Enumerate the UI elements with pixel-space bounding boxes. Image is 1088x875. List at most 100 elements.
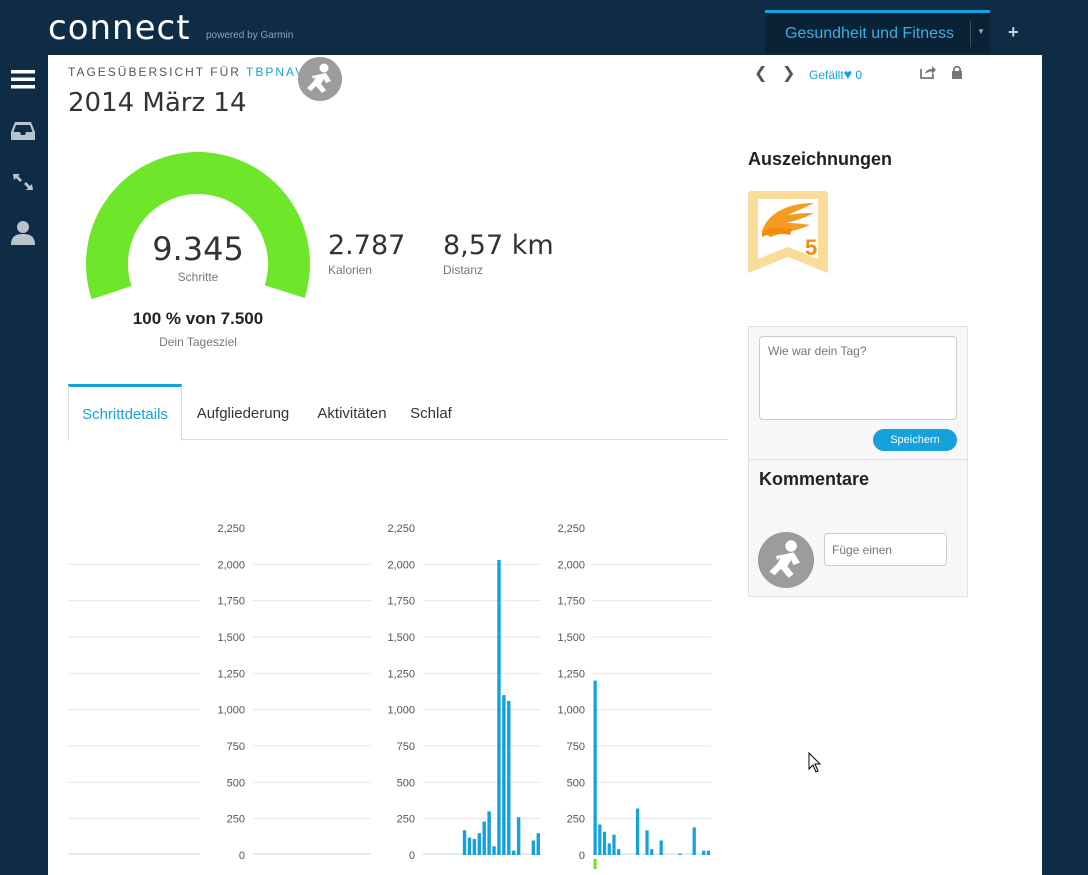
bar: [650, 849, 654, 855]
main-panel: TAGESÜBERSICHT FÜR TBPNAV 2014 März 14 ❮…: [48, 55, 1042, 875]
day-note-input[interactable]: [759, 336, 957, 420]
steps-gauge-arc: [86, 152, 310, 300]
bar: [612, 834, 616, 855]
y-tick-label: 2,250: [557, 523, 585, 535]
menu-icon[interactable]: [11, 67, 37, 93]
bar: [531, 840, 536, 855]
day-summary-label: TAGESÜBERSICHT FÜR TBPNAV: [68, 65, 305, 79]
expand-icon[interactable]: [11, 171, 37, 197]
bar: [497, 559, 501, 855]
y-tick-label: 2,000: [217, 559, 245, 571]
bar: [502, 695, 506, 855]
y-tick-label: 1,500: [217, 632, 245, 644]
tab-breakdown[interactable]: Aufgliederung: [196, 405, 290, 422]
save-button[interactable]: Speichern: [873, 429, 957, 451]
bar: [692, 827, 696, 855]
right-margin: [1042, 55, 1088, 875]
share-icon[interactable]: [920, 65, 936, 79]
add-tab-button[interactable]: +: [1008, 22, 1019, 42]
next-day-button[interactable]: ❯: [782, 65, 796, 82]
username-link[interactable]: TBPNAV: [246, 65, 306, 79]
y-tick-label: 750: [227, 741, 245, 753]
y-tick-label: 0: [239, 850, 245, 862]
comments-title: Kommentare: [759, 469, 870, 489]
mouse-cursor: [808, 752, 822, 773]
y-tick-label: 2,250: [217, 523, 245, 535]
day-label-prefix: TAGESÜBERSICHT FÜR: [68, 65, 247, 79]
logo-subtitle: powered by Garmin: [206, 30, 294, 41]
app-tab-health-fitness[interactable]: Gesundheit und Fitness ▼: [765, 10, 990, 54]
bar: [645, 830, 649, 855]
y-tick-label: 2,250: [387, 523, 415, 535]
divider: [749, 459, 967, 460]
connect-logo[interactable]: connect: [48, 8, 191, 48]
y-tick-label: 750: [397, 741, 415, 753]
lock-icon[interactable]: [951, 65, 963, 79]
y-tick-label: 1,750: [217, 596, 245, 608]
like-button[interactable]: Gefällt♥ 0: [809, 66, 862, 82]
y-tick-label: 1,250: [557, 668, 585, 680]
user-icon[interactable]: [11, 220, 37, 246]
divider: [970, 21, 971, 47]
bar: [602, 831, 607, 855]
y-tick-label: 500: [567, 777, 585, 789]
bar: [702, 850, 706, 855]
distance-label: Distanz: [443, 263, 484, 277]
y-tick-label: 1,500: [557, 632, 585, 644]
calories-value: 2.787: [328, 230, 406, 261]
bar-negative: [593, 859, 597, 869]
tab-sleep[interactable]: Schlaf: [410, 405, 452, 422]
comment-panel: Speichern Kommentare: [748, 326, 968, 597]
bar: [635, 808, 640, 855]
y-tick-label: 250: [397, 814, 415, 826]
steps-label: Schritte: [177, 270, 219, 284]
top-bar: connect powered by Garmin Gesundheit und…: [0, 0, 1088, 55]
bar: [512, 850, 516, 855]
bar: [482, 821, 486, 855]
previous-day-button[interactable]: ❮: [754, 65, 768, 82]
y-tick-label: 0: [579, 850, 585, 862]
award-badge-number: 5: [805, 235, 817, 260]
left-nav: [0, 55, 48, 875]
caret-down-icon[interactable]: ▼: [977, 27, 985, 36]
y-tick-label: 1,750: [557, 596, 585, 608]
heart-icon: ♥: [843, 66, 852, 82]
y-tick-label: 500: [227, 777, 245, 789]
step-charts-svg: 05Früher Morgen2,2502,0001,7501,5001,250…: [68, 523, 711, 869]
bar: [472, 839, 477, 855]
bar: [659, 840, 663, 855]
step-details-charts: 05Früher Morgen2,2502,0001,7501,5001,250…: [48, 450, 728, 875]
bar: [477, 833, 481, 855]
steps-value: 9.345: [152, 230, 244, 268]
bar: [467, 837, 472, 855]
commenter-avatar: [758, 532, 814, 588]
tab-step-details[interactable]: Schrittdetails: [68, 384, 182, 441]
bar: [678, 853, 682, 855]
comment-input[interactable]: [824, 533, 947, 566]
y-tick-label: 2,000: [557, 559, 585, 571]
bar: [706, 850, 710, 855]
tab-activities[interactable]: Aktivitäten: [317, 405, 387, 422]
bar: [492, 846, 496, 855]
y-tick-label: 1,500: [387, 632, 415, 644]
y-tick-label: 750: [567, 741, 585, 753]
distance-value: 8,57 km: [443, 230, 554, 261]
bar: [598, 824, 602, 855]
inbox-icon[interactable]: [11, 118, 37, 144]
bar: [536, 833, 540, 855]
y-tick-label: 1,750: [387, 596, 415, 608]
like-label: Gefällt: [809, 68, 844, 82]
y-tick-label: 1,250: [387, 668, 415, 680]
bar: [516, 817, 521, 855]
bar: [617, 849, 621, 855]
page-title: 2014 März 14: [68, 88, 247, 118]
calories-label: Kalorien: [328, 263, 373, 277]
bar: [507, 700, 511, 855]
y-tick-label: 1,250: [217, 668, 245, 680]
like-count: 0: [855, 68, 863, 82]
award-badge[interactable]: 5: [748, 191, 828, 273]
user-avatar[interactable]: [298, 57, 342, 101]
goal-value: 100 % von 7.500: [132, 309, 264, 328]
y-tick-label: 1,000: [387, 705, 415, 717]
steps-gauge: [86, 152, 310, 300]
